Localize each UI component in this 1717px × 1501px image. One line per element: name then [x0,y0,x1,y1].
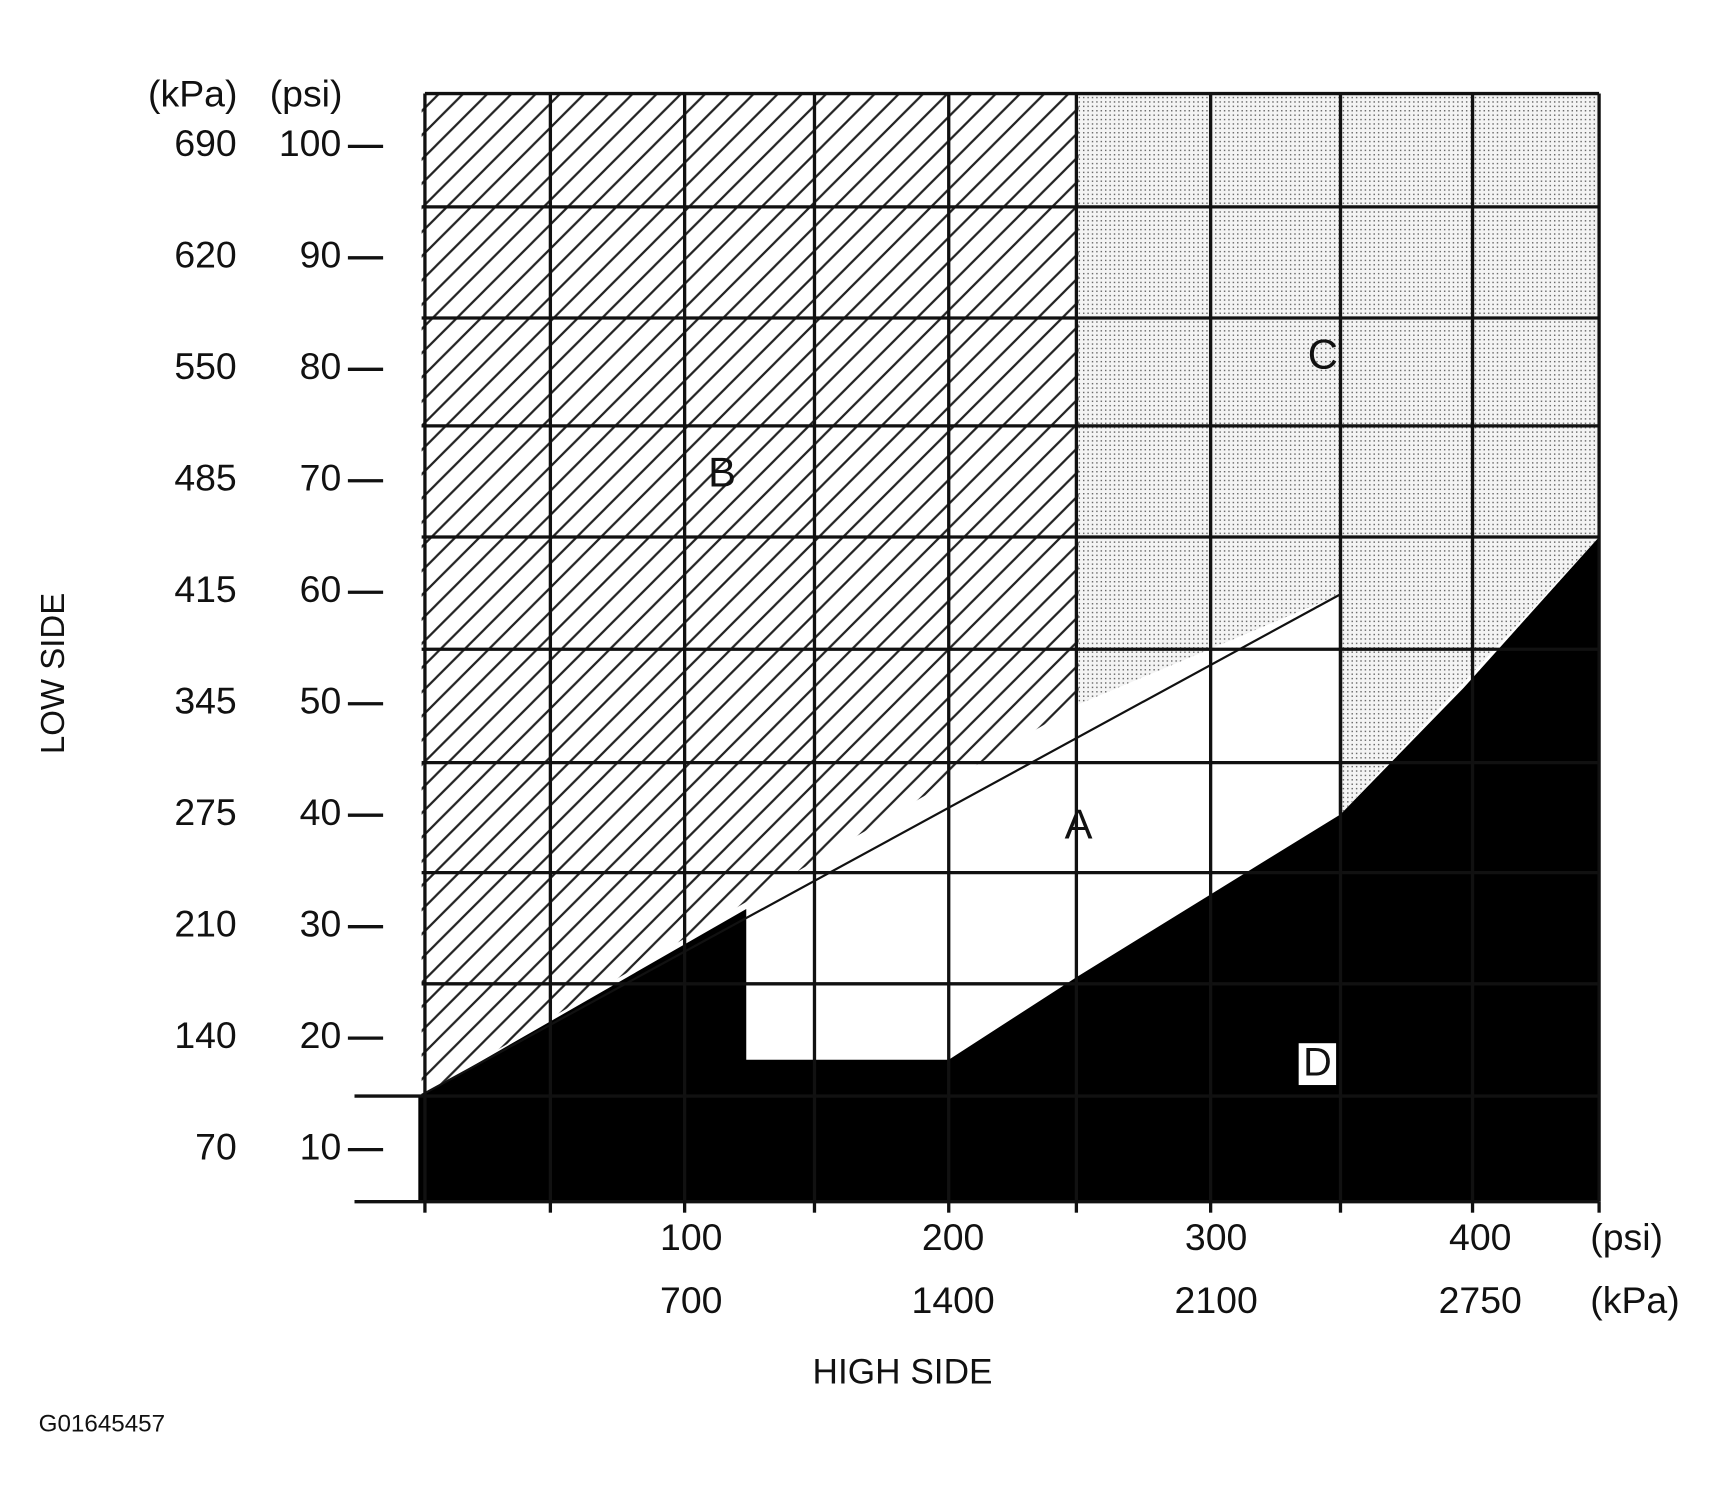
x-tick-label: 200 [922,1216,984,1258]
y-tick-label: 40 [300,791,342,833]
x-tick-label: 100 [660,1216,722,1258]
region-label: C [1308,331,1338,378]
y-tick-label: 10 [300,1126,342,1168]
y-tick-label: 415 [174,568,236,610]
region-label: D [1303,1041,1332,1085]
y-tick-label: 275 [174,791,236,833]
y-tick-label: 90 [300,234,342,276]
x-unit-label: (kPa) [1590,1279,1679,1321]
region-label: A [1065,801,1093,848]
y-tick-label: 345 [174,680,236,722]
y-tick-label: 60 [300,568,342,610]
y-tick-label: 70 [300,457,342,499]
y-tick-label: 80 [300,345,342,387]
boundary-line [421,593,1342,1096]
y-tick-label: 70 [195,1126,237,1168]
tick-labels: 690 100 620 90 550 80 485 70 415 60 345 50 275 40 210 3… [174,122,1522,1321]
y-unit-label: (kPa) [148,73,237,115]
x-tick-label: 400 [1449,1216,1511,1258]
x-tick-label: 2100 [1175,1279,1258,1321]
y-tick-label: 20 [300,1014,342,1056]
y-axis-title: LOW SIDE [34,593,71,754]
y-tick-label: 550 [174,345,236,387]
x-tick-label: 300 [1185,1216,1247,1258]
regions [418,93,1600,1202]
label-box [1298,1043,1337,1086]
x-tick-label: 700 [660,1279,722,1321]
y-unit-label: (psi) [270,73,343,115]
y-tick-label: 30 [300,903,342,945]
x-tick-label: 1400 [912,1279,995,1321]
x-unit-label: (psi) [1590,1216,1663,1258]
region-b [421,93,1079,1095]
y-tick-label: 620 [174,234,236,276]
y-tick-label: 690 [174,122,236,164]
x-axis-title: HIGH SIDE [813,1353,993,1392]
region-d [418,537,1600,1202]
y-tick-label: 210 [174,903,236,945]
region-label: B [708,448,736,495]
y-tick-label: 485 [174,457,236,499]
y-tick-label: 140 [174,1014,236,1056]
y-tick-label: 100 [279,122,341,164]
y-tick-label: 50 [300,680,342,722]
grid [354,91,1601,1213]
x-tick-label: 2750 [1439,1279,1522,1321]
figure-id: G01645457 [39,1410,165,1437]
